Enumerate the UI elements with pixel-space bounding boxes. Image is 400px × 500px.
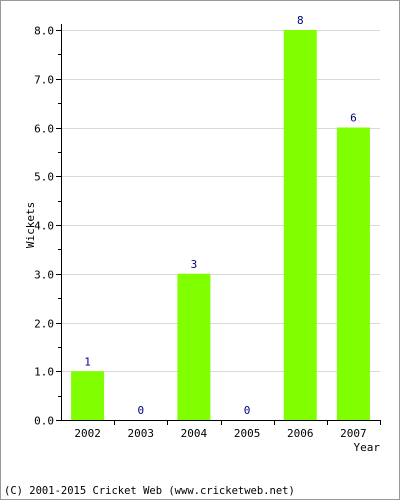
y-axis-title: Wickets: [24, 202, 37, 248]
bars: [71, 30, 370, 420]
bar-data-label: 0: [244, 404, 251, 417]
y-tick-label: 0.0: [34, 415, 54, 428]
x-tick-label: 2006: [287, 427, 314, 440]
bar-data-label: 6: [350, 112, 357, 125]
y-tick-label: 3.0: [34, 269, 54, 282]
x-axis-title: Year: [354, 441, 381, 454]
bar-data-label: 0: [137, 404, 144, 417]
copyright-text: (C) 2001-2015 Cricket Web (www.cricketwe…: [4, 485, 295, 497]
y-tick-label: 8.0: [34, 25, 54, 38]
y-tick-label: 1.0: [34, 366, 54, 379]
y-tick-label: 7.0: [34, 74, 54, 87]
y-ticks: 0.0 1.0 2.0 3.0 4.0 5.0 6.0 7.0 8.0: [34, 25, 61, 428]
x-tick-label: 2003: [128, 427, 155, 440]
data-labels: 1 0 3 0 8 6: [84, 14, 356, 417]
y-tick-label: 5.0: [34, 171, 54, 184]
x-tick-label: 2002: [74, 427, 101, 440]
x-tick-label: 2004: [181, 427, 208, 440]
y-tick-label: 2.0: [34, 318, 54, 331]
y-tick-label: 6.0: [34, 123, 54, 136]
bar: [283, 30, 317, 420]
gridlines: [61, 30, 380, 372]
bar-data-label: 1: [84, 355, 91, 368]
x-tick-label: 2007: [340, 427, 367, 440]
x-ticks: 2002 2003 2004 2005 2006 2007: [74, 420, 381, 440]
bar: [71, 371, 105, 420]
x-tick-label: 2005: [234, 427, 261, 440]
bar: [336, 127, 370, 420]
bar-data-label: 3: [191, 258, 198, 271]
axes: [61, 24, 380, 421]
y-tick-label: 4.0: [34, 220, 54, 233]
bar: [177, 273, 211, 420]
bar-data-label: 8: [297, 14, 304, 27]
